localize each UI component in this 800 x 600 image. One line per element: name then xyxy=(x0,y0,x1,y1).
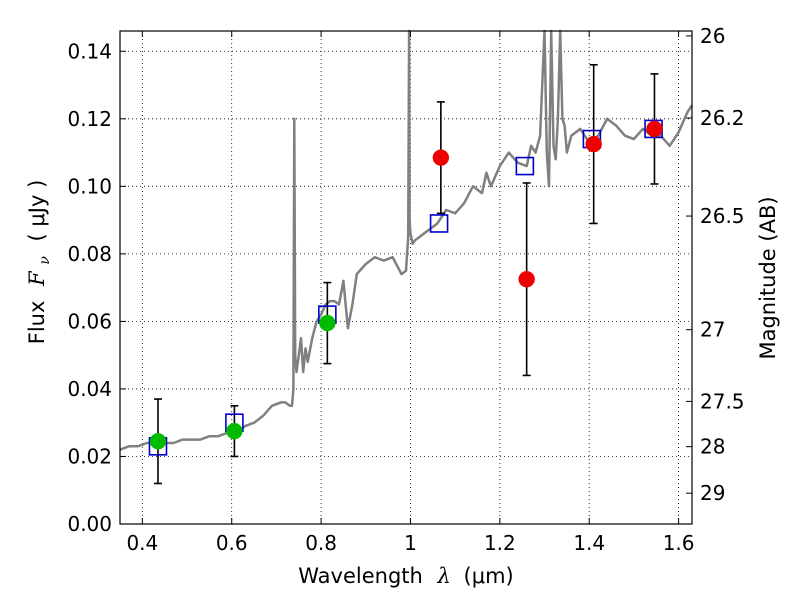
model-spectrum-line xyxy=(119,29,694,451)
axes-frame xyxy=(119,30,693,525)
y-axis-title-unit: ( μJy ) xyxy=(25,180,49,242)
x-axis-title-text: Wavelength xyxy=(298,564,423,588)
observed-optical-point xyxy=(226,422,243,440)
y-tick-label: 0.04 xyxy=(67,377,112,401)
y-axis-title-subscript: ν xyxy=(37,256,53,265)
y2-tick-label: 27.5 xyxy=(700,389,745,413)
marker-layer xyxy=(148,119,663,456)
y-tick-label: 0.08 xyxy=(67,242,112,266)
observed-nir-point xyxy=(518,270,535,288)
y-tick-label: 0.12 xyxy=(67,107,112,131)
y2-tick-label: 27 xyxy=(700,318,725,342)
y-tick-label: 0.02 xyxy=(67,444,112,468)
tick-labels: 0.4 0.6 0.8 1 1.2 1.4 1.6 0.00 0.02 0.04 0.06 0.08 0… xyxy=(67,24,744,555)
x-tick-label: 1.2 xyxy=(484,531,516,555)
y-axis-title: Flux F ν ( μJy ) xyxy=(25,180,54,345)
x-tick-label: 0.6 xyxy=(216,531,248,555)
observed-nir-point xyxy=(432,149,450,166)
y-tick-label: 0.00 xyxy=(67,512,112,536)
x-axis-title-symbol: λ xyxy=(437,564,451,588)
grid-lines xyxy=(120,31,692,525)
y-tick-label: 0.14 xyxy=(67,39,112,63)
x-axis-title: Wavelength λ (μm) xyxy=(298,564,513,588)
y2-axis-title: Magnitude (AB) xyxy=(756,196,780,359)
x-tick-label: 1.4 xyxy=(573,531,605,555)
observed-nir-point xyxy=(646,120,663,138)
y2-tick-label: 26.5 xyxy=(700,204,745,228)
spectrum-layer xyxy=(119,29,694,451)
x-tick-label: 0.4 xyxy=(126,531,158,555)
y2-tick-label: 28 xyxy=(700,435,725,459)
y2-tick-label: 26.2 xyxy=(700,106,745,130)
model-photometry-square xyxy=(429,214,449,233)
x-axis-title-unit: (μm) xyxy=(464,564,514,588)
y2-tick-label: 26 xyxy=(700,24,725,48)
observed-optical-point xyxy=(149,433,167,450)
observed-nir-point xyxy=(585,135,602,153)
y-axis-title-text: Flux xyxy=(25,301,49,345)
x-tick-label: 1.6 xyxy=(663,531,695,555)
observed-optical-point xyxy=(319,314,336,332)
y-tick-label: 0.06 xyxy=(67,309,112,333)
y-axis-title-symbol: F xyxy=(25,270,49,287)
x-tick-label: 0.8 xyxy=(305,531,337,555)
x-tick-label: 1 xyxy=(404,531,417,555)
model-photometry-square xyxy=(515,156,535,176)
plot-frame xyxy=(119,30,693,525)
y-tick-label: 0.10 xyxy=(67,174,112,198)
y2-tick-label: 29 xyxy=(700,481,725,505)
errorbar-layer xyxy=(153,63,659,485)
